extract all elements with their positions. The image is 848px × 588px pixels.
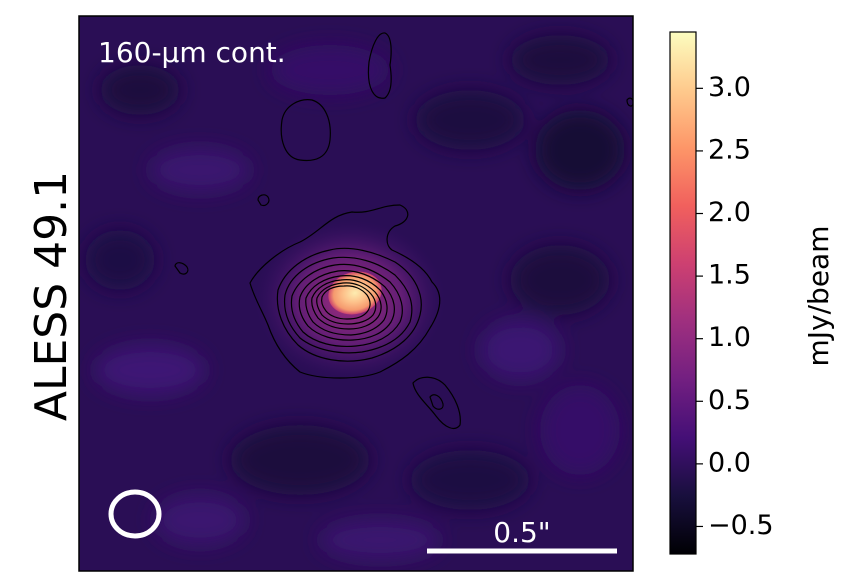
colorbar-tick-label: 0.0	[708, 447, 751, 478]
colorbar-tick-label: −0.5	[708, 510, 774, 541]
contour-4	[290, 263, 403, 348]
image-frame	[78, 15, 634, 572]
source-label: ALESS 49.1	[26, 171, 77, 421]
contour-outer	[249, 204, 441, 379]
colorbar-tick-label: 0.5	[708, 385, 751, 416]
bright-source	[328, 271, 382, 315]
panel-label: 160-μm cont.	[98, 36, 286, 69]
contour-island-edge	[626, 97, 633, 107]
contour-2	[276, 247, 422, 362]
colorbar-tick-label: 1.5	[708, 260, 751, 291]
colorbar-tick-label: 3.0	[708, 72, 751, 103]
noise-texture	[85, 35, 625, 560]
colorbar-tick-label: 2.0	[708, 197, 751, 228]
colorbar-fill	[670, 32, 696, 554]
contour-island-lower-right	[412, 376, 461, 429]
scalebar-label: 0.5"	[493, 516, 550, 549]
contours	[174, 32, 633, 429]
contour-6	[305, 275, 388, 336]
contour-7	[311, 279, 382, 330]
colorbar: 3.0 2.5 2.0 1.5 1.0 0.5 0.0 −0.5 mJy/beam	[669, 31, 835, 555]
colorbar-tick-label: 2.5	[708, 134, 751, 165]
contour-island-upper-left	[280, 99, 331, 162]
beam-ellipse	[108, 489, 162, 539]
colorbar-ticks: 3.0 2.5 2.0 1.5 1.0 0.5 0.0 −0.5	[696, 72, 774, 541]
contour-island-small-2	[174, 262, 189, 275]
colorbar-tick-label: 1.0	[708, 322, 751, 353]
colorbar-frame	[669, 31, 697, 555]
contour-island-lower-right-inner	[429, 394, 444, 410]
image-panel: 0.5" 160-μm cont.	[79, 16, 633, 571]
contour-island-small-1	[257, 194, 270, 207]
contour-5	[298, 270, 395, 341]
contour-island-top	[367, 32, 392, 99]
contour-8	[316, 282, 377, 325]
colorbar-label: mJy/beam	[802, 226, 835, 367]
contour-3	[283, 256, 413, 354]
contour-9	[321, 285, 371, 320]
